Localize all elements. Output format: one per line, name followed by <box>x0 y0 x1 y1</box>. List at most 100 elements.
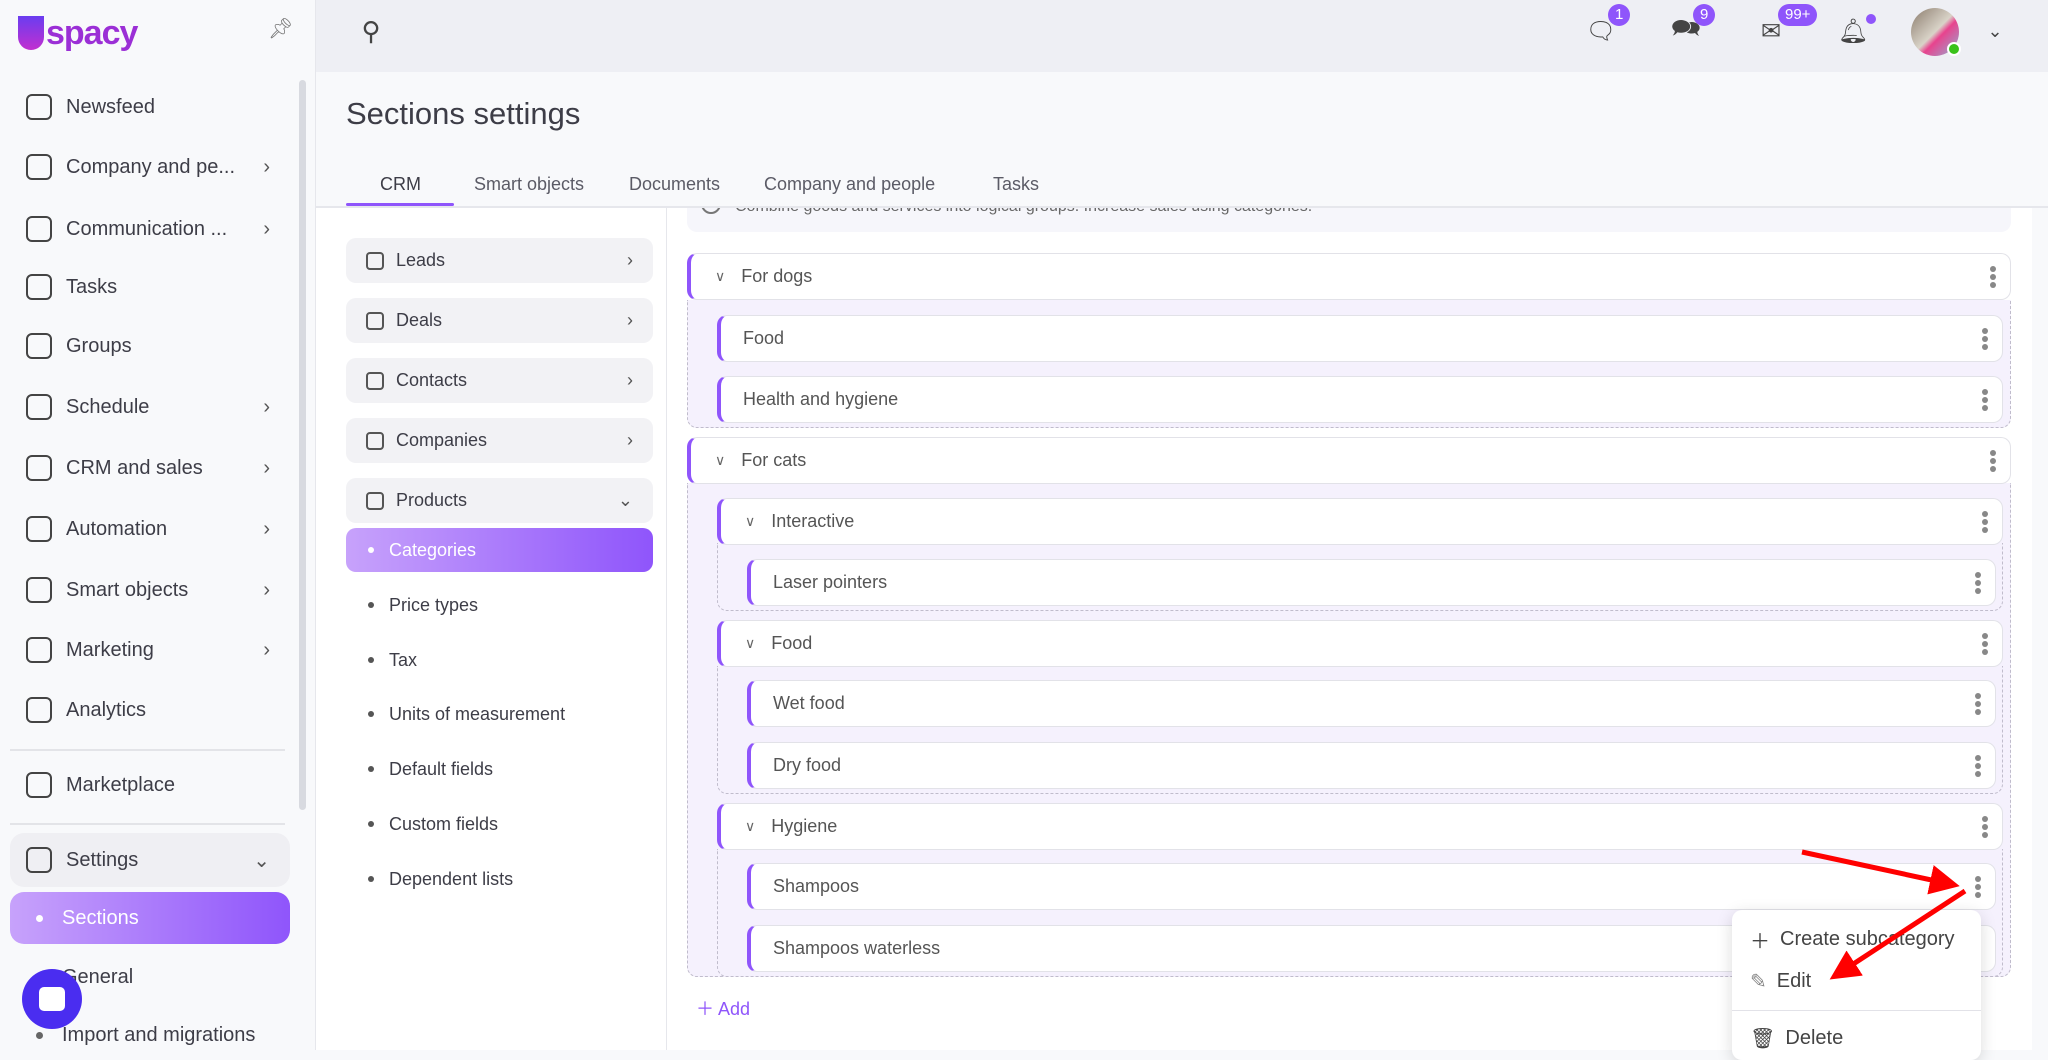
category-row-shampoos[interactable]: Shampoos <box>747 863 1996 910</box>
more-vertical-icon[interactable] <box>1975 572 1981 594</box>
left-menu-contacts[interactable]: Contacts › <box>346 358 653 403</box>
gear-icon <box>26 847 52 873</box>
products-sub-custom-fields[interactable]: Custom fields <box>346 804 653 844</box>
category-row-interactive[interactable]: ∨ Interactive <box>717 498 2003 545</box>
sidebar-sub-import[interactable]: Import and migrations <box>10 1010 290 1060</box>
top-header: ⚲ 🗨︎ 1 🗪︎ 9 ✉︎ 99+ 🔔︎ ⌄ <box>316 0 2048 72</box>
more-vertical-icon[interactable] <box>1982 633 1988 655</box>
category-row-hygiene[interactable]: ∨ Hygiene <box>717 803 2003 850</box>
label: Tax <box>389 649 418 670</box>
bell-icon[interactable]: 🔔︎ <box>1837 17 1869 45</box>
category-row-health[interactable]: Health and hygiene <box>717 376 2003 423</box>
tab-tasks[interactable]: Tasks <box>993 174 1040 194</box>
chevron-down-icon[interactable]: ∨ <box>745 635 756 651</box>
sidebar-item-communication-[interactable]: Communication ... › <box>10 202 290 256</box>
more-vertical-icon[interactable] <box>1990 266 1996 288</box>
sidebar-item-marketplace[interactable]: Marketplace <box>10 758 290 812</box>
sidebar-item-automation[interactable]: Automation › <box>10 502 290 556</box>
sidebar-scrollbar[interactable] <box>299 80 306 810</box>
chevron-down-icon[interactable]: ∨ <box>745 818 756 834</box>
pin-icon[interactable]: 📌︎ <box>268 18 294 40</box>
megaphone-icon <box>26 637 52 663</box>
category-row-wet[interactable]: Wet food <box>747 680 1996 727</box>
mail-badge: 99+ <box>1778 4 1818 26</box>
tab-company-and-people[interactable]: Company and people <box>764 174 936 194</box>
more-vertical-icon[interactable] <box>1982 389 1988 411</box>
more-vertical-icon[interactable] <box>1982 511 1988 533</box>
chevron-down-icon[interactable]: ∨ <box>715 452 726 468</box>
messages-badge: 1 <box>1608 4 1631 26</box>
menu-item-create-subcategory[interactable]: ＋ Create subcategory <box>1750 925 1955 954</box>
notification-dot <box>1866 14 1876 24</box>
sidebar-item-analytics[interactable]: Analytics <box>10 683 290 737</box>
category-row-for-dogs[interactable]: ∨ For dogs <box>687 253 2011 300</box>
search-icon[interactable]: ⚲ <box>361 15 381 46</box>
menu-item-delete[interactable]: 🗑︎ Delete <box>1750 1026 1843 1051</box>
category-row-for-cats[interactable]: ∨ For cats <box>687 437 2011 484</box>
label: Companies <box>396 430 488 450</box>
building-icon <box>26 154 52 180</box>
category-row-dry[interactable]: Dry food <box>747 742 1996 789</box>
label: Settings <box>66 848 139 871</box>
more-vertical-icon[interactable] <box>1982 328 1988 350</box>
chevron-down-icon[interactable]: ⌄ <box>1987 20 2003 41</box>
products-sub-dependent-lists[interactable]: Dependent lists <box>346 859 653 899</box>
chevron-right-icon: › <box>627 370 633 390</box>
more-vertical-icon[interactable] <box>1982 816 1988 838</box>
left-menu-leads[interactable]: Leads › <box>346 238 653 283</box>
sidebar-item-company-and-pe-[interactable]: Company and pe... › <box>10 140 290 194</box>
chevron-down-icon[interactable]: ∨ <box>745 513 756 529</box>
chats-badge: 9 <box>1693 4 1716 26</box>
sidebar-item-settings[interactable]: Settings ⌄ <box>10 833 290 887</box>
category-name: For dogs <box>741 266 813 286</box>
products-icon <box>366 491 384 510</box>
category-name: Wet food <box>773 693 845 713</box>
more-vertical-icon[interactable] <box>1975 693 1981 715</box>
products-sub-tax[interactable]: Tax <box>346 640 653 680</box>
left-menu-companies[interactable]: Companies › <box>346 418 653 463</box>
sidebar-sub-sections[interactable]: Sections <box>10 892 290 944</box>
chat-icon <box>39 987 65 1011</box>
chevron-down-icon[interactable]: ∨ <box>715 268 726 284</box>
label: Contacts <box>396 370 468 390</box>
category-row-cat-food[interactable]: ∨ Food <box>717 620 2003 667</box>
products-sub-categories[interactable]: Categories <box>346 528 653 572</box>
chevron-down-icon: ⌄ <box>253 849 270 872</box>
chevron-right-icon: › <box>263 217 270 240</box>
chevron-right-icon: › <box>263 395 270 418</box>
label: Smart objects <box>66 578 189 601</box>
tab-crm[interactable]: CRM <box>380 174 421 194</box>
left-menu-products[interactable]: Products ⌄ <box>346 478 653 523</box>
support-chat-button[interactable] <box>22 969 82 1029</box>
menu-item-edit[interactable]: ✎ Edit <box>1750 969 1811 994</box>
products-sub-units-of-measurement[interactable]: Units of measurement <box>346 694 653 734</box>
category-row-laser[interactable]: Laser pointers <box>747 559 1996 606</box>
chevron-right-icon: › <box>263 456 270 479</box>
sidebar-item-tasks[interactable]: Tasks <box>10 260 290 314</box>
category-name: Laser pointers <box>773 572 888 592</box>
sidebar-item-smart-objects[interactable]: Smart objects › <box>10 563 290 617</box>
label: Marketing <box>66 638 154 661</box>
logo-text: spacy <box>46 14 138 52</box>
more-vertical-icon[interactable] <box>1990 450 1996 472</box>
sidebar-item-schedule[interactable]: Schedule › <box>10 380 290 434</box>
tab-smart-objects[interactable]: Smart objects <box>474 174 585 194</box>
sidebar-item-groups[interactable]: Groups <box>10 319 290 373</box>
more-vertical-icon[interactable] <box>1975 876 1981 898</box>
divider <box>10 749 285 751</box>
sidebar-item-newsfeed[interactable]: Newsfeed <box>10 80 290 134</box>
left-menu-deals[interactable]: Deals › <box>346 298 653 343</box>
more-vertical-icon[interactable] <box>1975 755 1981 777</box>
sidebar-item-crm-and-sales[interactable]: CRM and sales › <box>10 441 290 495</box>
logo[interactable]: spacy <box>18 14 138 53</box>
products-sub-price-types[interactable]: Price types <box>346 585 653 625</box>
label: General <box>62 965 134 988</box>
sidebar-item-marketing[interactable]: Marketing › <box>10 623 290 677</box>
category-row-food[interactable]: Food <box>717 315 2003 362</box>
mail-icon[interactable]: ✉︎ <box>1760 17 1782 45</box>
products-sub-default-fields[interactable]: Default fields <box>346 749 653 789</box>
chart-icon <box>26 697 52 723</box>
add-category-button[interactable]: ＋ Add <box>696 999 751 1019</box>
tab-documents[interactable]: Documents <box>629 174 721 194</box>
chevron-right-icon: › <box>263 578 270 601</box>
